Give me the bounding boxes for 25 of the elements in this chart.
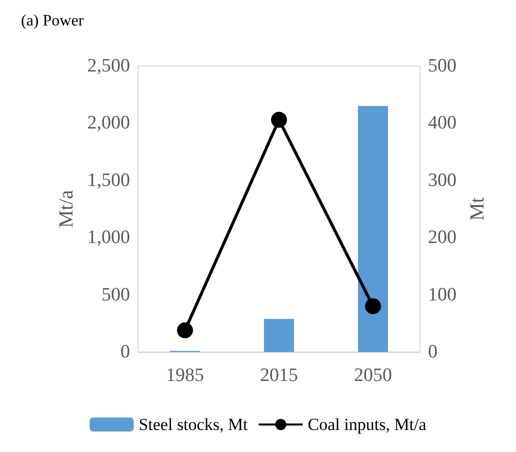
y2-tick-label: 500 (428, 56, 456, 76)
y-tick-label: 1,000 (87, 227, 130, 248)
x-tick-label: 1985 (166, 365, 204, 386)
y2-tick-label: 0 (428, 342, 438, 362)
y-tick-label: 0 (120, 342, 130, 362)
bar (358, 106, 388, 352)
legend-label: Coal inputs, Mt/a (308, 415, 427, 434)
legend-label: Steel stocks, Mt (138, 415, 248, 434)
y2-tick-label: 100 (428, 284, 456, 306)
y-tick-label: 500 (102, 284, 130, 306)
x-tick-label: 2050 (354, 365, 392, 386)
x-tick-label: 2015 (260, 365, 298, 386)
point (271, 112, 287, 128)
bar (264, 318, 294, 352)
chart-title: (a) Power (21, 12, 84, 30)
point (365, 298, 381, 314)
y2-axis-title: Mt (466, 196, 488, 221)
y2-tick-label: 400 (428, 112, 456, 134)
point (177, 322, 193, 338)
y2-tick-label: 200 (428, 227, 456, 248)
y-tick-label: 2,000 (87, 112, 130, 134)
y2-tick-label: 300 (428, 170, 456, 191)
y-axis-title: Mt/a (55, 190, 78, 228)
y-tick-label: 2,500 (87, 56, 130, 76)
y-tick-label: 1,500 (87, 170, 130, 191)
